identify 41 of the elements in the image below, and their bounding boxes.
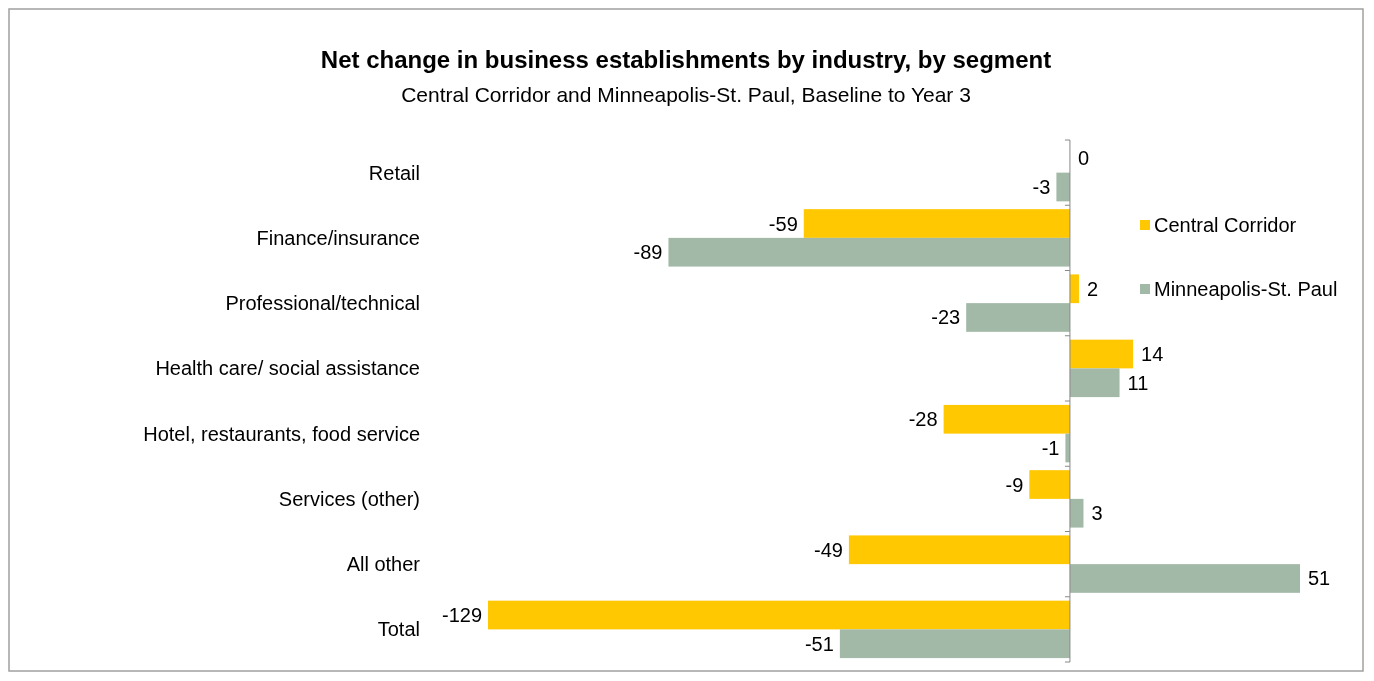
data-label: -3 (1032, 175, 1051, 198)
bar (839, 629, 1070, 659)
bar (1029, 470, 1070, 499)
data-label: -23 (931, 306, 961, 329)
data-label: 0 (1077, 147, 1090, 170)
y-tick-label: Hotel, restaurants, food service (143, 422, 420, 445)
bar (668, 237, 1070, 267)
data-label: 3 (1091, 502, 1103, 525)
y-tick-label: Health care/ social assistance (155, 357, 420, 380)
y-tick-label: Retail (368, 161, 420, 184)
bar (1069, 274, 1079, 304)
chart-subtitle: Central Corridor and Minneapolis-St. Paul, Baseline to Year 3 (401, 83, 971, 106)
data-label: -1 (1041, 436, 1060, 459)
chart-title: Net change in business establishments by industry, by segment (320, 46, 1052, 73)
data-label: 14 (1141, 343, 1164, 366)
bar (488, 600, 1070, 630)
y-tick-label: Finance/insurance (256, 226, 420, 249)
data-label: -28 (908, 408, 938, 431)
data-label: -59 (768, 212, 798, 235)
y-tick-label: All other (346, 553, 421, 576)
bar (943, 404, 1070, 434)
data-label: -89 (633, 241, 663, 264)
bar (1069, 564, 1300, 593)
data-label: -129 (441, 604, 482, 627)
data-label: 11 (1127, 371, 1149, 394)
legend-label: Central Corridor (1154, 214, 1297, 236)
data-label: -51 (804, 632, 834, 655)
y-tick-label: Total (377, 618, 420, 641)
y-tick-label: Services (other) (278, 487, 420, 510)
data-label: 2 (1086, 277, 1099, 300)
data-label: 51 (1308, 567, 1331, 590)
legend-label: Minneapolis-St. Paul (1154, 278, 1338, 300)
data-label: -9 (1005, 473, 1024, 496)
bar (848, 535, 1070, 565)
bar (1069, 339, 1134, 369)
data-label: -49 (813, 538, 843, 561)
y-tick-label: Professional/technical (225, 292, 420, 315)
bar (803, 209, 1070, 238)
bar (1056, 172, 1070, 202)
bar (1069, 368, 1120, 398)
bar (966, 303, 1070, 332)
